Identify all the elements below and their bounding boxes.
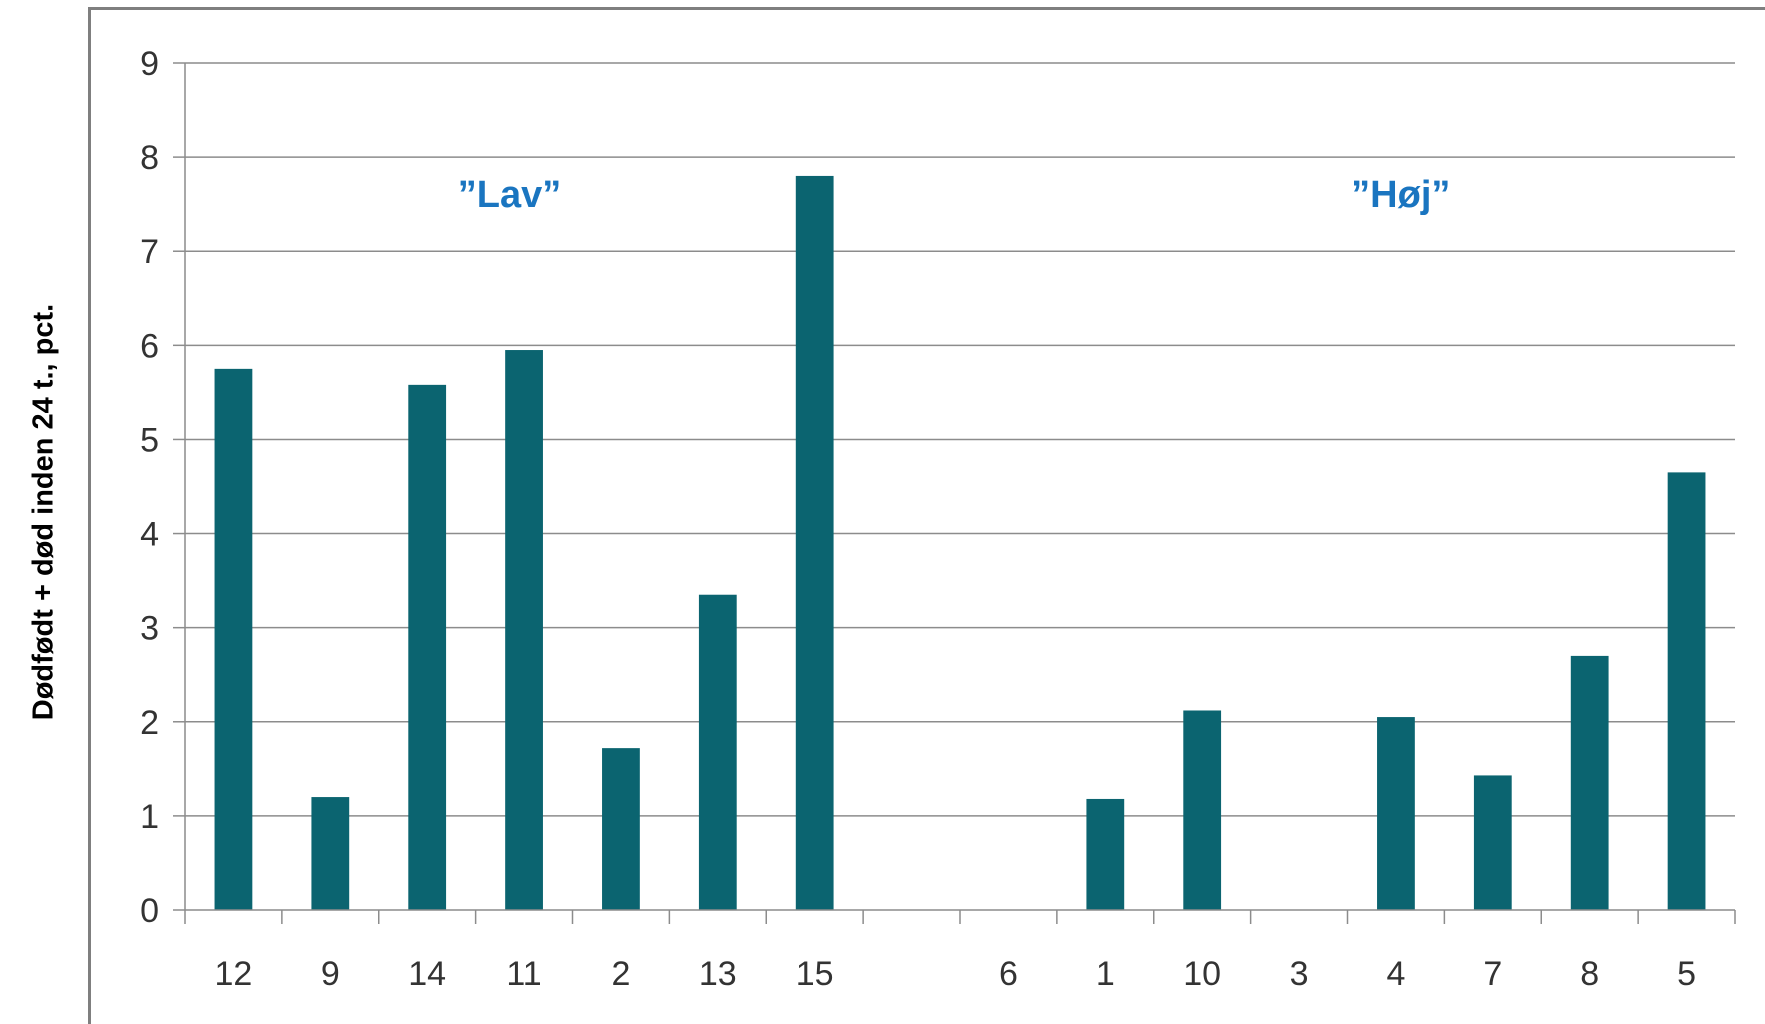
bar (795, 175, 834, 910)
group-annotation: ”Lav” (458, 174, 561, 216)
bar (214, 368, 253, 911)
y-tick-label: 0 (140, 892, 159, 930)
x-tick-label: 15 (796, 955, 834, 993)
x-tick-label: 14 (408, 955, 446, 993)
x-tick-label: 8 (1580, 955, 1599, 993)
bar (698, 594, 737, 910)
y-tick-label: 7 (140, 233, 159, 271)
y-tick-label: 4 (140, 516, 159, 554)
x-tick-label: 7 (1483, 955, 1502, 993)
y-tick-label: 1 (140, 798, 159, 836)
x-tick-label: 4 (1386, 955, 1405, 993)
x-tick-label: 9 (321, 955, 340, 993)
x-tick-label: 12 (215, 955, 253, 993)
bar (1570, 655, 1609, 910)
x-tick-label: 6 (999, 955, 1018, 993)
group-annotation: ”Høj” (1351, 174, 1450, 216)
x-tick-label: 5 (1677, 955, 1696, 993)
chart-frame (88, 7, 1765, 1024)
bar (602, 748, 640, 910)
bar (1377, 717, 1415, 910)
x-tick-label: 10 (1183, 955, 1221, 993)
x-tick-label: 1 (1096, 955, 1115, 993)
x-tick-label: 13 (699, 955, 737, 993)
x-tick-label: 2 (611, 955, 630, 993)
y-tick-label: 5 (140, 421, 159, 459)
y-tick-label: 2 (140, 704, 159, 742)
bar (408, 384, 447, 910)
y-tick-label: 8 (140, 139, 159, 177)
bar (1667, 472, 1706, 910)
y-tick-label: 9 (140, 45, 159, 83)
x-tick-label: 11 (506, 955, 541, 993)
bar (311, 797, 350, 910)
x-tick-label: 3 (1290, 955, 1309, 993)
y-tick-label: 6 (140, 327, 159, 365)
bar (1473, 775, 1512, 910)
bar (1183, 710, 1222, 910)
bar (1086, 798, 1125, 910)
y-tick-label: 3 (140, 610, 159, 648)
bar (505, 350, 543, 910)
